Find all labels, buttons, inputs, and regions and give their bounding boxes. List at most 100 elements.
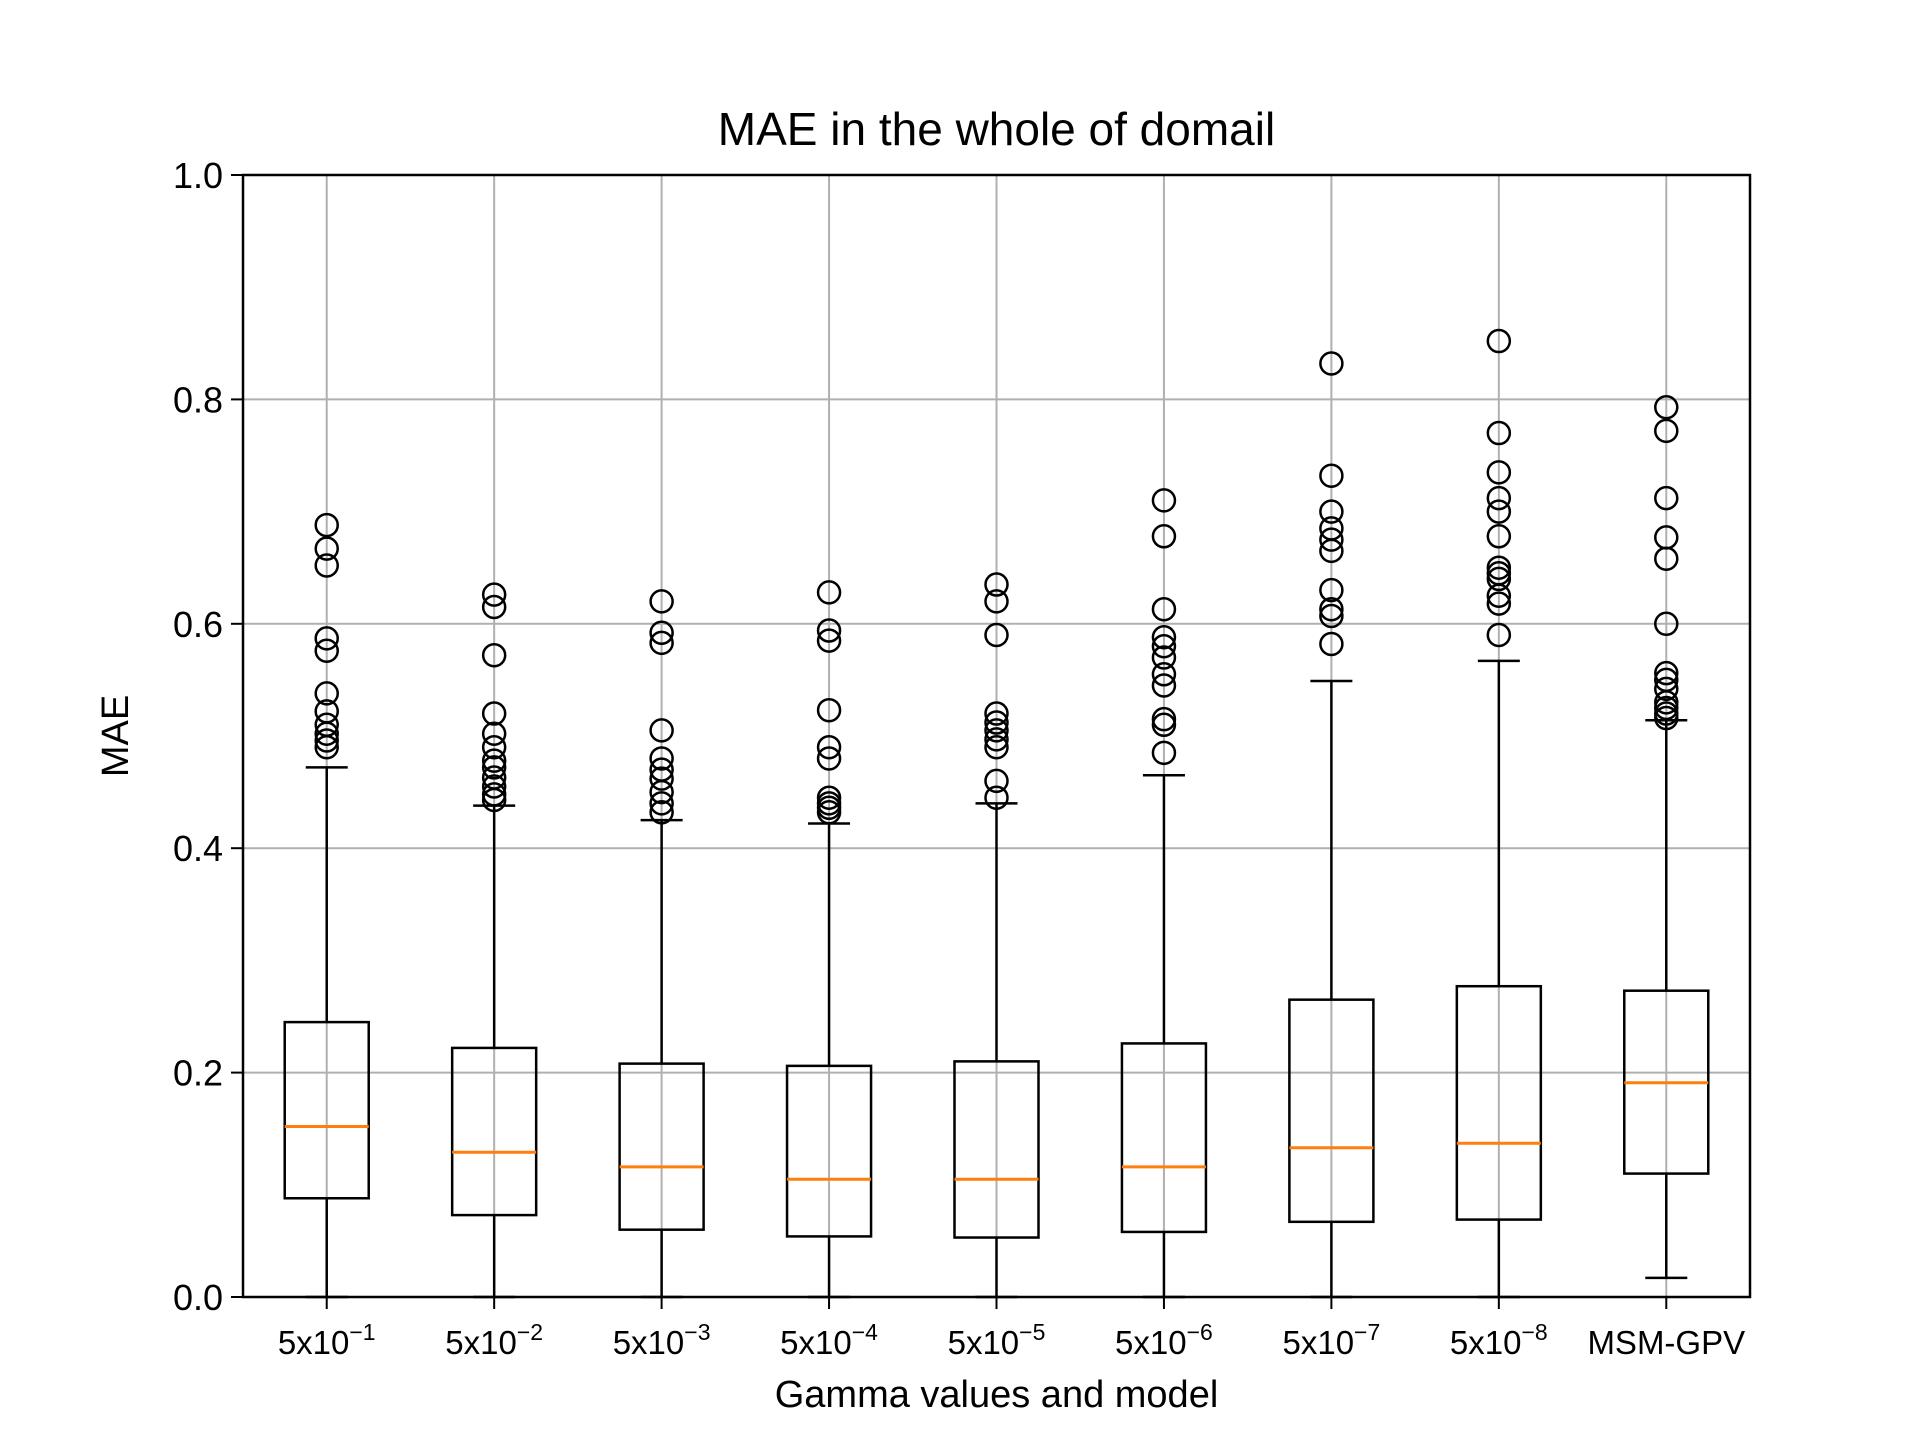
outlier-point [984,785,1009,810]
outlier-point [314,536,339,561]
outlier-point [984,701,1009,726]
outlier-point [314,553,339,578]
outlier-point [1654,667,1679,693]
outlier-point [649,757,674,782]
box-group [450,582,538,1299]
outlier-point [984,727,1009,752]
outlier-point [314,728,339,753]
iqr-box [1288,998,1375,1224]
outlier-point [1486,561,1512,586]
outlier-point [816,791,842,816]
outlier-point [314,681,339,706]
outlier-point [1151,706,1177,732]
x-tick-label: 5x10−2 [445,1319,543,1361]
outlier-point [1486,328,1512,354]
outlier-point [649,766,674,791]
boxes-layer [283,328,1710,1299]
outlier-point [481,748,507,773]
outlier-point [649,791,674,816]
outlier-point [1654,418,1679,444]
outlier-point [1151,645,1177,670]
outlier-point [1151,633,1177,659]
x-tick-label: 5x10−5 [948,1319,1046,1361]
outlier-point [1486,460,1512,485]
y-axis-label: MAE [95,695,137,777]
outlier-point [481,755,507,780]
outlier-point [1151,712,1177,738]
outlier-point [1319,577,1344,603]
outlier-point [481,774,507,799]
outlier-point [1151,625,1177,650]
outlier-point [481,734,507,760]
y-tick-label: 0.8 [173,379,223,420]
outlier-point [1654,676,1679,702]
outlier-point [1151,596,1177,622]
box-group [618,589,705,1299]
outlier-point [481,594,507,620]
outlier-point [481,701,507,726]
y-tick-label: 0.6 [173,604,223,645]
outlier-point [984,734,1009,760]
outlier-point [1654,695,1679,721]
outlier-point [1486,524,1512,549]
outlier-point [1654,611,1679,637]
outlier-point [1654,701,1679,726]
outlier-point [816,746,842,771]
outlier-point [1486,622,1512,648]
x-tick-label: 5x10−6 [1115,1319,1213,1361]
outlier-point [481,721,507,747]
outlier-point [1319,499,1344,524]
iqr-box [953,1060,1040,1239]
y-tick-label: 0.4 [173,828,223,869]
iqr-box [785,1064,873,1238]
outlier-point [984,718,1009,743]
x-tick-label: 5x10−7 [1282,1319,1380,1361]
outlier-point [1151,524,1177,549]
box-group [785,580,873,1299]
outlier-point [1654,485,1679,511]
outlier-point [481,782,507,807]
iqr-box [1120,1042,1208,1234]
box-group [953,572,1040,1299]
outlier-point [314,512,339,538]
outlier-point [1319,351,1344,376]
box-group [1120,488,1208,1299]
outlier-point [1486,555,1512,580]
outlier-point [984,768,1009,794]
outlier-point [481,582,507,607]
iqr-box [1455,984,1543,1221]
outlier-point [984,622,1009,648]
x-tick-label: 5x10−1 [278,1319,376,1361]
iqr-box [450,1046,538,1217]
outlier-point [314,712,339,738]
x-tick-label: 5x10−4 [780,1319,878,1361]
outlier-point [314,638,339,663]
x-tick-label: 5x10−3 [613,1319,711,1361]
outlier-point [1151,673,1177,698]
chart-title: MAE in the whole of domail [718,103,1275,155]
outlier-point [1486,499,1512,524]
outlier-point [1319,527,1344,552]
y-tick-label: 1.0 [173,155,223,196]
outlier-point [984,710,1009,735]
x-axis-label: Gamma values and model [775,1374,1219,1416]
outlier-point [816,618,842,643]
outlier-point [649,620,674,646]
outlier-point [816,785,842,810]
iqr-box [618,1062,705,1231]
box-group [1623,395,1710,1280]
outlier-point [649,746,674,771]
outlier-point [816,697,842,723]
outlier-point [984,589,1009,614]
outlier-point [1486,591,1512,616]
outlier-point [1151,488,1177,513]
box-group [283,512,370,1299]
outlier-point [1151,740,1177,766]
outlier-point [1319,516,1344,541]
outlier-point [649,718,674,743]
outlier-point [481,765,507,790]
outlier-point [816,628,842,653]
outlier-point [314,626,339,651]
x-tick-label: 5x10−8 [1450,1319,1548,1361]
